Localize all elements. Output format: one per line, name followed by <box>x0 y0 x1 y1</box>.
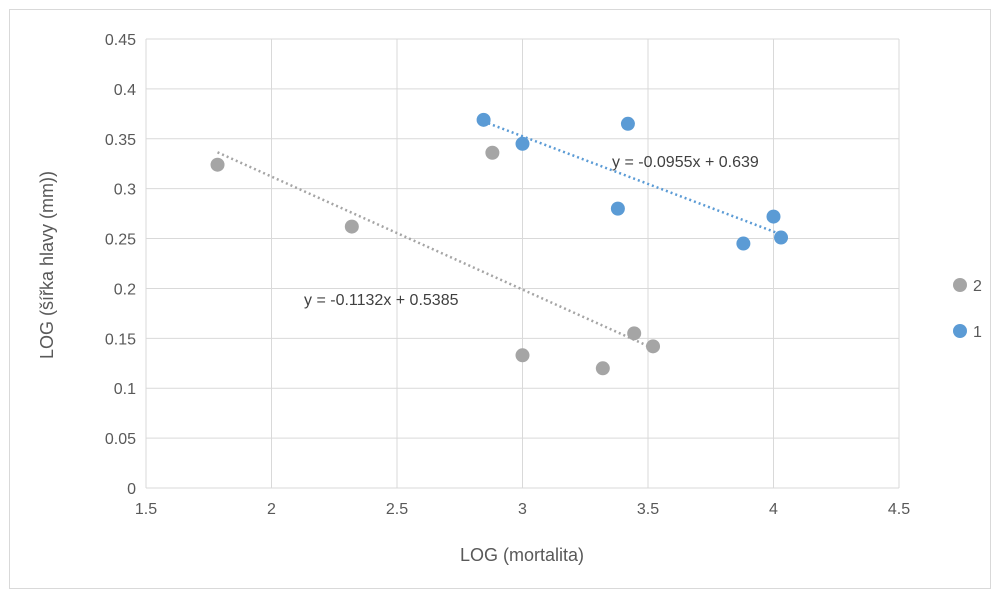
data-point-series-1 <box>515 136 530 151</box>
y-tick-label: 0.35 <box>105 132 136 149</box>
y-tick-label: 0.15 <box>105 331 136 348</box>
trendline-series-1 <box>483 120 782 236</box>
x-tick-labels: 1.5 2 2.5 3 3.5 4 4.5 <box>135 501 910 518</box>
data-point-series-1 <box>766 209 781 224</box>
data-point-series-1 <box>736 236 751 251</box>
trendline-equation-series-1: y = -0.0955x + 0.639 <box>612 154 759 171</box>
data-point-series-2 <box>515 348 530 363</box>
data-points <box>210 112 789 376</box>
y-tick-labels: 0 0.05 0.1 0.15 0.2 0.25 0.3 0.35 0.4 0.45 <box>105 32 136 498</box>
trendline-equations: y = -0.0955x + 0.639 y = -0.1132x + 0.53… <box>304 154 759 309</box>
chart-frame <box>9 9 991 589</box>
trendline-series-2 <box>217 151 654 350</box>
y-tick-label: 0.3 <box>114 182 136 199</box>
y-tick-label: 0 <box>127 481 136 498</box>
x-tick-label: 1.5 <box>135 501 157 518</box>
trendline-equation-series-2: y = -0.1132x + 0.5385 <box>304 292 459 309</box>
x-tick-label: 3.5 <box>637 501 659 518</box>
x-tick-label: 3 <box>518 501 527 518</box>
data-point-series-2 <box>485 145 500 160</box>
x-tick-label: 2 <box>267 501 276 518</box>
legend-label-series-2: 2 <box>973 278 982 295</box>
x-tick-label: 4 <box>769 501 778 518</box>
data-point-series-2 <box>595 361 610 376</box>
data-point-series-2 <box>646 339 661 354</box>
legend-marker-series-1 <box>953 324 967 338</box>
x-axis-title: LOG (mortalita) <box>460 545 584 565</box>
data-point-series-2 <box>344 219 359 234</box>
data-point-series-1 <box>476 112 491 127</box>
legend-marker-series-2 <box>953 278 967 292</box>
y-tick-label: 0.2 <box>114 281 136 298</box>
data-point-series-2 <box>627 326 642 341</box>
y-tick-label: 0.25 <box>105 232 136 249</box>
gridlines <box>145 38 900 489</box>
y-tick-label: 0.45 <box>105 32 136 49</box>
y-tick-label: 0.4 <box>114 82 136 99</box>
y-axis-title: LOG (šířka hlavy (mm)) <box>37 171 57 359</box>
legend-label-series-1: 1 <box>973 324 982 341</box>
data-point-series-1 <box>620 116 635 131</box>
data-point-series-1 <box>774 230 789 245</box>
x-tick-label: 2.5 <box>386 501 408 518</box>
trendlines <box>217 120 782 350</box>
data-point-series-2 <box>210 157 225 172</box>
y-tick-label: 0.1 <box>114 381 136 398</box>
legend: 2 1 <box>953 278 982 341</box>
data-point-series-1 <box>610 201 625 216</box>
x-tick-label: 4.5 <box>888 501 910 518</box>
y-tick-label: 0.05 <box>105 431 136 448</box>
